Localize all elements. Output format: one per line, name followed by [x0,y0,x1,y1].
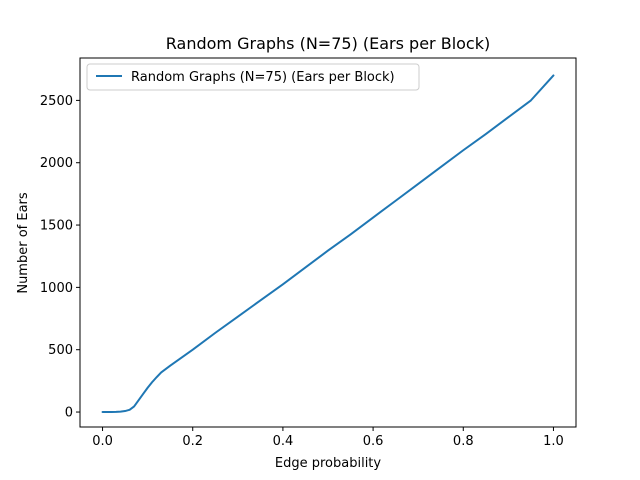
y-tick-label: 2500 [40,94,73,109]
y-tick-label: 2000 [40,156,73,171]
y-tick-label: 500 [48,343,73,358]
x-tick-label: 0.0 [92,434,113,449]
series-layer [101,74,555,414]
plot-area-frame [79,57,577,428]
x-axis: 0.0 0.2 0.4 0.6 0.8 1.0 [92,427,564,449]
y-tick-label: 1500 [40,219,73,234]
series-line [101,74,555,414]
x-tick-label: 0.4 [273,434,294,449]
x-tick-label: 0.2 [182,434,203,449]
x-tick-label: 0.8 [453,434,474,449]
legend-box [86,63,420,91]
x-tick-label: 0.6 [363,434,384,449]
x-axis-label: Edge probability [275,456,382,471]
legend-entry-label: Random Graphs (N=75) (Ears per Block) [131,70,395,85]
chart-title: Random Graphs (N=75) (Ears per Block) [166,34,490,53]
legend: Random Graphs (N=75) (Ears per Block) [86,63,420,91]
y-axis: 0 500 1000 1500 2000 2500 [40,94,80,421]
y-tick-label: 0 [65,406,73,421]
x-tick-label: 1.0 [543,434,564,449]
y-tick-label: 1000 [40,281,73,296]
y-axis-label: Number of Ears [16,192,31,294]
